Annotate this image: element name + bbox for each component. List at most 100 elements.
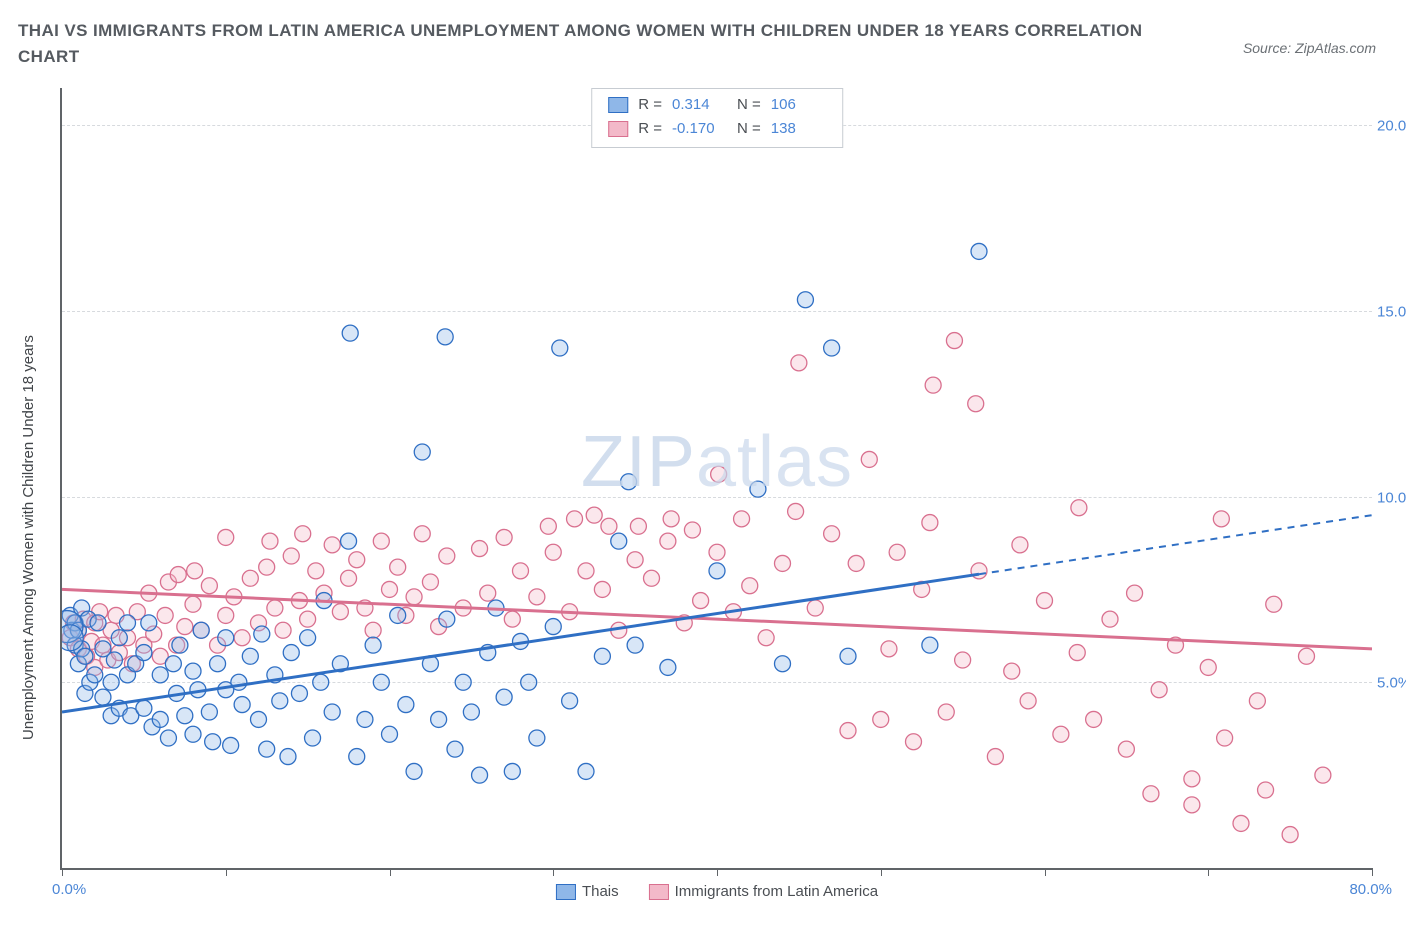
data-point <box>594 581 610 597</box>
data-point <box>521 674 537 690</box>
data-point <box>1004 663 1020 679</box>
data-point <box>157 607 173 623</box>
data-point <box>660 659 676 675</box>
data-point <box>946 333 962 349</box>
data-point <box>165 656 181 672</box>
data-point <box>567 511 583 527</box>
data-point <box>807 600 823 616</box>
data-point <box>1249 693 1265 709</box>
data-point <box>1086 711 1102 727</box>
data-point <box>172 637 188 653</box>
y-tick-label: 15.0% <box>1377 303 1406 320</box>
data-point <box>1118 741 1134 757</box>
data-point <box>242 570 258 586</box>
data-point <box>630 518 646 534</box>
data-point <box>365 637 381 653</box>
data-point <box>529 589 545 605</box>
data-point <box>414 526 430 542</box>
chart-title: THAI VS IMMIGRANTS FROM LATIN AMERICA UN… <box>18 18 1168 69</box>
data-point <box>242 648 258 664</box>
data-point <box>170 567 186 583</box>
data-point <box>504 611 520 627</box>
data-point <box>540 518 556 534</box>
data-point <box>193 622 209 638</box>
data-point <box>840 648 856 664</box>
data-point <box>578 563 594 579</box>
data-point <box>136 645 152 661</box>
data-point <box>205 734 221 750</box>
data-point <box>398 697 414 713</box>
trend-line-dashed <box>979 515 1372 574</box>
data-point <box>627 552 643 568</box>
data-point <box>439 548 455 564</box>
data-point <box>431 711 447 727</box>
data-point <box>231 674 247 690</box>
data-point <box>185 726 201 742</box>
data-point <box>62 625 83 651</box>
data-point <box>357 711 373 727</box>
x-tick <box>1045 868 1046 876</box>
data-point <box>758 630 774 646</box>
data-point <box>578 763 594 779</box>
source-label: Source: ZipAtlas.com <box>1243 40 1376 56</box>
data-point <box>750 481 766 497</box>
data-point <box>644 570 660 586</box>
data-point <box>254 626 270 642</box>
stats-legend: R = 0.314 N = 106 R = -0.170 N = 138 <box>591 88 843 148</box>
data-point <box>406 763 422 779</box>
data-point <box>439 611 455 627</box>
data-point <box>922 515 938 531</box>
data-point <box>734 511 750 527</box>
data-point <box>218 630 234 646</box>
x-tick <box>1372 868 1373 876</box>
data-point <box>283 645 299 661</box>
data-point <box>594 648 610 664</box>
x-tick <box>881 868 882 876</box>
data-point <box>1071 500 1087 516</box>
data-point <box>201 704 217 720</box>
data-point <box>1012 537 1028 553</box>
x-tick <box>1208 868 1209 876</box>
data-point <box>824 526 840 542</box>
data-point <box>267 600 283 616</box>
data-point <box>925 377 941 393</box>
data-point <box>342 325 358 341</box>
y-tick-label: 10.0% <box>1377 489 1406 506</box>
data-point <box>262 533 278 549</box>
data-point <box>308 563 324 579</box>
data-point <box>259 741 275 757</box>
data-point <box>390 607 406 623</box>
data-point <box>881 641 897 657</box>
data-point <box>480 585 496 601</box>
data-point <box>177 708 193 724</box>
data-point <box>463 704 479 720</box>
data-point <box>390 559 406 575</box>
data-point <box>77 648 93 664</box>
data-point <box>621 474 637 490</box>
data-point <box>611 533 627 549</box>
data-point <box>693 593 709 609</box>
data-point <box>373 533 389 549</box>
data-point <box>120 615 136 631</box>
data-point <box>136 700 152 716</box>
data-point <box>1258 782 1274 798</box>
data-point <box>1200 659 1216 675</box>
data-point <box>210 656 226 672</box>
data-point <box>711 466 727 482</box>
data-point <box>601 518 617 534</box>
data-point <box>848 555 864 571</box>
data-point <box>341 533 357 549</box>
series-legend: Thais Immigrants from Latin America <box>556 883 878 900</box>
data-point <box>414 444 430 460</box>
data-point <box>106 652 122 668</box>
data-point <box>797 292 813 308</box>
data-point <box>968 396 984 412</box>
data-point <box>504 763 520 779</box>
data-point <box>1053 726 1069 742</box>
y-tick-label: 5.0% <box>1377 675 1406 692</box>
data-point <box>313 674 329 690</box>
x-tick <box>62 868 63 876</box>
data-point <box>529 730 545 746</box>
data-point <box>709 544 725 560</box>
data-point <box>1282 827 1298 843</box>
